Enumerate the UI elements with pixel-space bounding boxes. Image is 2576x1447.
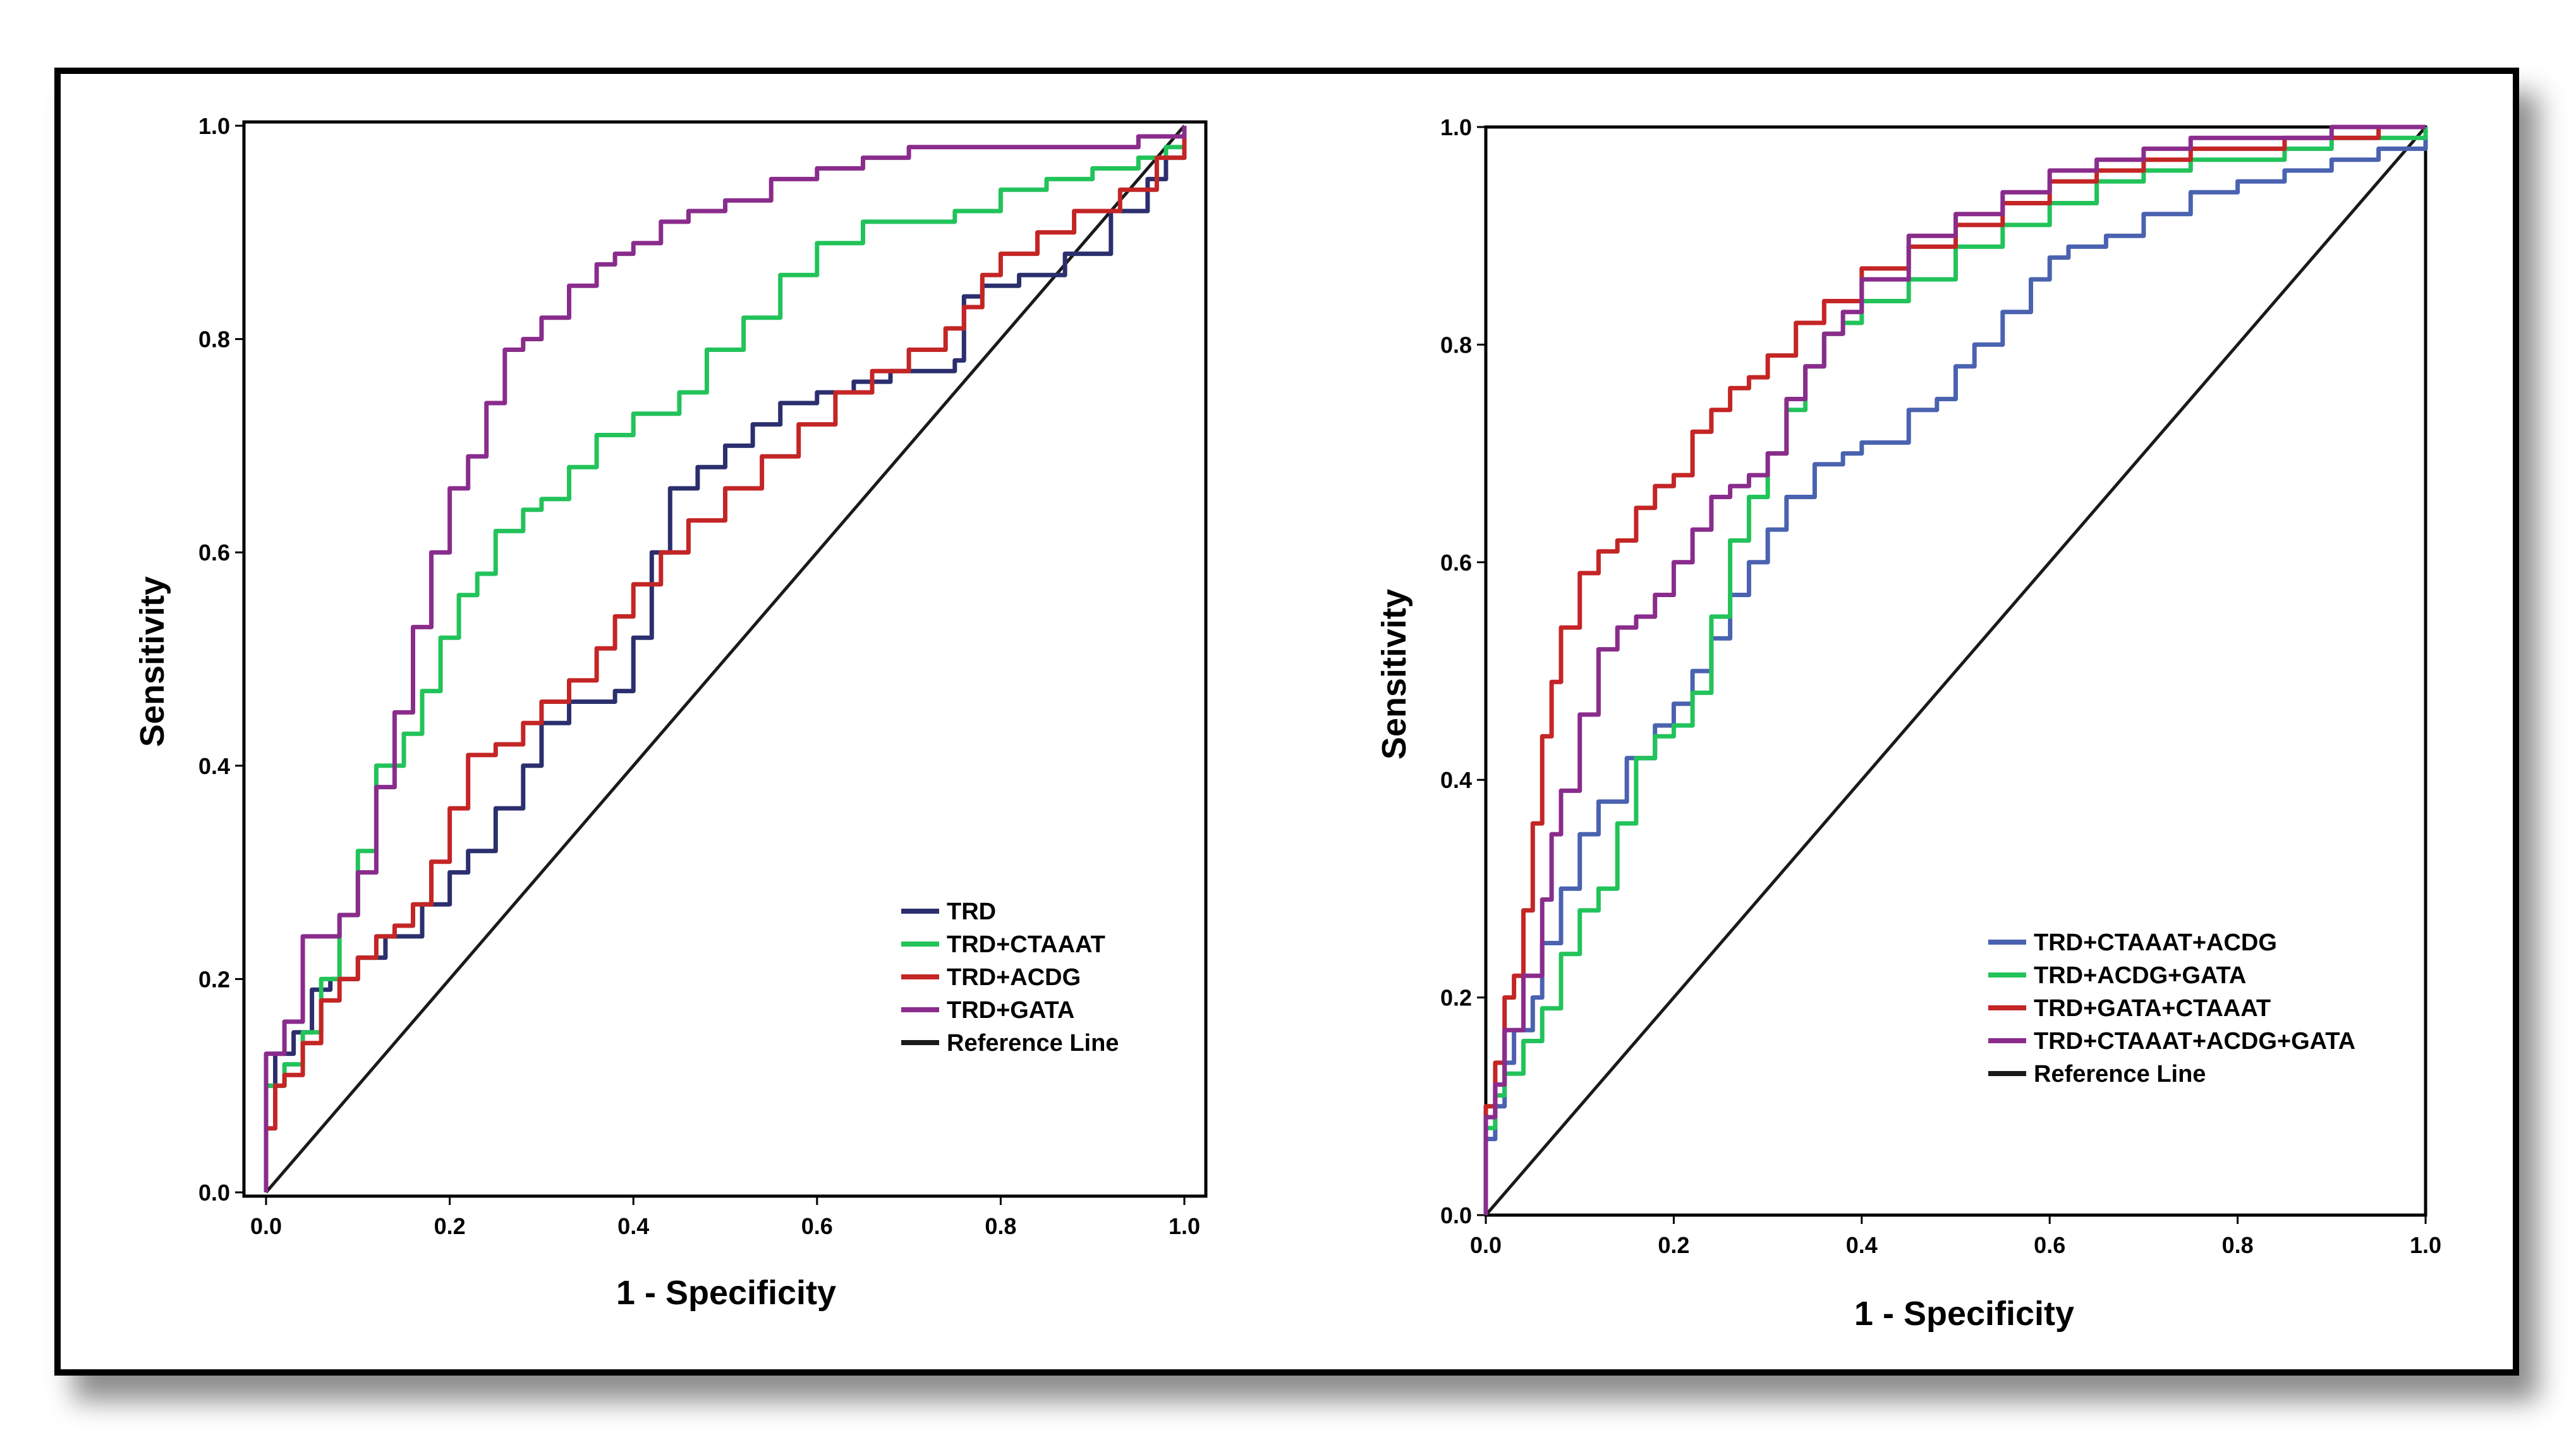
y-tick-label: 0.4 (1440, 767, 1472, 793)
x-tick-label: 0.0 (1470, 1232, 1502, 1258)
y-tick-label: 0.6 (198, 540, 230, 566)
x-tick-label: 0.8 (985, 1213, 1016, 1239)
legend-label: TRD+GATA (947, 997, 1074, 1024)
x-tick-label: 1.0 (2410, 1232, 2441, 1258)
y-tick-label: 1.0 (198, 113, 230, 139)
y-tick-label: 0.2 (198, 966, 230, 992)
y-tick-label: 1.0 (1440, 114, 1472, 140)
legend-label: TRD+CTAAAT+ACDG (2034, 929, 2277, 956)
x-tick-label: 0.8 (2222, 1232, 2254, 1258)
x-tick-label: 0.6 (2034, 1232, 2065, 1258)
figure-frame: 0.0 0.2 0.4 0.6 0.8 1.0 0.0 0.2 0.4 0.6 0.8 1.0 1 - … (54, 68, 2519, 1376)
series-line-trd-gata (264, 126, 1187, 1192)
chart-panel-2: 0.0 0.2 0.4 0.6 0.8 1.0 0.0 0.2 0.4 0.6 0.8 1.0 1 - … (1375, 114, 2441, 1333)
series-line-trd-ctaaat-acdg-gata (1483, 124, 2426, 1215)
x-tick-label: 0.0 (250, 1213, 282, 1239)
legend-label: Reference Line (2034, 1061, 2206, 1087)
y-tick-label: 0.8 (198, 327, 230, 353)
x-tick-label: 1.0 (1169, 1213, 1200, 1239)
y-axis-title: Sensitivity (1375, 589, 1413, 760)
y-tick-label: 0.0 (1440, 1202, 1472, 1228)
legend-label: TRD+CTAAAT (947, 931, 1105, 958)
y-tick-label: 0.2 (1440, 985, 1472, 1011)
legend-label: Reference Line (947, 1030, 1119, 1056)
legend-label: TRD (947, 899, 996, 925)
roc-figure: 0.0 0.2 0.4 0.6 0.8 1.0 0.0 0.2 0.4 0.6 0.8 1.0 1 - … (133, 113, 2441, 1333)
x-tick-label: 0.4 (1846, 1232, 1878, 1258)
legend-label: TRD+ACDG+GATA (2034, 962, 2246, 989)
series-line-reference-line (265, 124, 1186, 1194)
legend: TRD TRD+CTAAAT TRD+ACDG TRD+GATA Reference L… (901, 899, 1119, 1056)
y-axis-title: Sensitivity (133, 576, 171, 747)
series-line-reference-line (1485, 126, 2427, 1216)
y-tick-label: 0.0 (198, 1180, 230, 1206)
x-tick-label: 0.2 (1658, 1232, 1689, 1258)
y-tick-label: 0.4 (198, 753, 230, 779)
legend: TRD+CTAAAT+ACDG TRD+ACDG+GATA TRD+GATA+CTA… (1988, 929, 2355, 1087)
chart-panel-1: 0.0 0.2 0.4 0.6 0.8 1.0 0.0 0.2 0.4 0.6 0.8 1.0 1 - … (133, 113, 1208, 1312)
x-tick-label: 0.4 (617, 1213, 649, 1239)
y-tick-label: 0.8 (1440, 332, 1472, 358)
x-tick-label: 0.2 (434, 1213, 466, 1239)
legend-label: TRD+ACDG (947, 964, 1081, 991)
x-tick-label: 0.6 (801, 1213, 833, 1239)
series-line-trd-acdg (264, 126, 1187, 1192)
legend-label: TRD+CTAAAT+ACDG+GATA (2034, 1028, 2355, 1055)
x-axis-title: 1 - Specificity (616, 1274, 836, 1312)
legend-label: TRD+GATA+CTAAAT (2034, 995, 2271, 1022)
x-axis-title: 1 - Specificity (1854, 1295, 2074, 1333)
y-tick-label: 0.6 (1440, 550, 1472, 576)
series-line-trd-ctaaat-acdg (1483, 127, 2428, 1215)
